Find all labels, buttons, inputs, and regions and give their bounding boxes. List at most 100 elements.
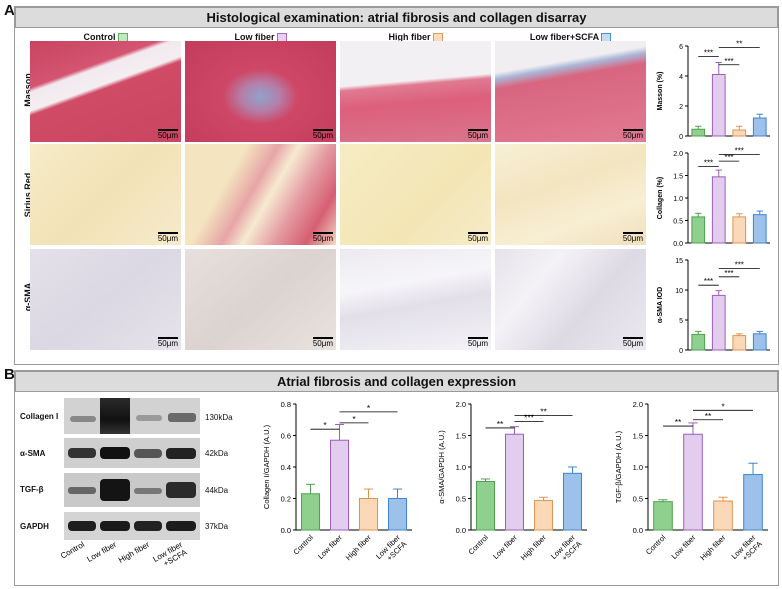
bar-1: [330, 439, 349, 531]
bar-0: [301, 493, 320, 531]
x-tick-label: Low fiber+SCFA: [374, 533, 409, 568]
y-tick-label: 0.5: [633, 495, 643, 504]
bar-2: [732, 216, 747, 244]
x-tick-label: High fiber: [698, 533, 727, 562]
sirius-high-fiber-image: 50μm: [340, 144, 491, 245]
bar-3: [752, 214, 767, 244]
bar-3: [743, 474, 763, 531]
sig-label: **: [705, 411, 712, 421]
kda-tgfb: 44kDa: [205, 486, 229, 495]
masson-control-image: 50μm: [30, 41, 181, 142]
sig-label: **: [675, 417, 682, 427]
y-tick-label: 0.6: [281, 432, 291, 441]
sig-label: *: [323, 420, 327, 430]
x-tick-label: Control: [644, 533, 668, 557]
y-tick-label: 2.0: [456, 400, 466, 409]
sig-label: *: [367, 403, 371, 413]
y-tick-label: 0.0: [633, 526, 643, 535]
panel-a-title: Histological examination: atrial fibrosi…: [15, 7, 778, 28]
y-axis-label: α-SMA/GAPDH (A.U.): [437, 430, 446, 504]
sig-label: ***: [524, 413, 535, 423]
y-tick-label: 1.0: [673, 196, 683, 203]
sig-label: ***: [704, 49, 713, 58]
x-tick-label: Low fiber: [670, 533, 698, 561]
y-tick-label: 0.5: [673, 219, 683, 226]
bar-3: [388, 498, 407, 531]
sig-label: ***: [704, 277, 713, 286]
y-tick-label: 0: [679, 134, 683, 141]
bar-0: [653, 501, 673, 531]
bar-0: [691, 333, 706, 351]
blot-lane-labels: Control Low fiber High fiber Low fiber+S…: [59, 540, 189, 568]
y-axis-label: TGF-β/GAPDH (A.U.): [614, 430, 623, 503]
blot-tgfb: [64, 473, 200, 507]
y-tick-label: 0.0: [456, 526, 466, 535]
lane-label-low-fiber-scfa: Low fiber+SCFA: [151, 540, 189, 568]
x-tick-label: High fiber: [344, 533, 373, 562]
blot-label-asma: α-SMA: [20, 449, 46, 458]
x-tick-label: Control: [291, 533, 315, 557]
blot-label-tgfb: TGF-β: [20, 485, 44, 494]
bar-1: [683, 433, 703, 531]
kda-gapdh: 37kDa: [205, 522, 229, 531]
y-tick-label: 2.0: [633, 400, 643, 409]
sig-label: ***: [724, 57, 733, 66]
y-axis-label: Collagen (%): [657, 177, 664, 219]
scale-bar: 50μm: [467, 232, 489, 243]
sig-label: ***: [735, 260, 744, 269]
x-tick-label: Low fiber+SCFA: [549, 533, 584, 568]
scale-bar: 50μm: [157, 337, 179, 348]
y-axis-label: Masson (%): [657, 72, 664, 111]
scale-bar: 50μm: [622, 232, 644, 243]
asma-gapdh-bar-chart: 0.0 0.5 1.0 1.5 2.0 α-SMA/GAPDH (A.U.) Control…: [437, 400, 587, 568]
panel-b-title: Atrial fibrosis and collagen expression: [15, 371, 778, 392]
y-tick-label: 2: [679, 104, 683, 111]
sig-label: ***: [735, 146, 744, 155]
scale-bar: 50μm: [312, 232, 334, 243]
y-tick-label: 0.0: [281, 526, 291, 535]
sig-label: *: [352, 414, 356, 424]
x-tick-label: Low fiber: [316, 533, 344, 561]
tgfb-gapdh-bar-chart: 0.0 0.5 1.0 1.5 2.0 TGF-β/GAPDH (A.U.) Control…: [614, 400, 768, 568]
y-axis-label: Collagen I/GAPDH (A.U.): [262, 424, 271, 509]
sig-label: **: [497, 419, 504, 429]
y-tick-label: 15: [675, 258, 683, 265]
panel-a-frame: [14, 6, 779, 365]
asma-high-fiber-image: 50μm: [340, 249, 491, 350]
collagen-gapdh-bar-chart: 0.0 0.2 0.4 0.6 0.8 Collagen I/GAPDH (A.U.) Co…: [262, 400, 412, 568]
blot-asma: [64, 438, 200, 468]
bar-1: [711, 74, 726, 137]
bar-1: [711, 294, 726, 351]
kda-asma: 42kDa: [205, 449, 229, 458]
masson-low-fiber-image: 50μm: [185, 41, 336, 142]
blot-label-gapdh: GAPDH: [20, 522, 49, 531]
kda-collagen: 130kDa: [205, 413, 233, 422]
y-tick-label: 4: [679, 74, 683, 81]
bar-3: [752, 333, 767, 351]
y-tick-label: 0: [679, 348, 683, 355]
sig-label: *: [721, 401, 725, 411]
scale-bar: 50μm: [467, 337, 489, 348]
lane-label-high-fiber: High fiber: [117, 540, 151, 565]
bar-2: [713, 500, 733, 531]
bar-1: [711, 176, 726, 244]
blot-collagen: [64, 398, 200, 434]
y-tick-label: 0.4: [281, 463, 291, 472]
y-tick-label: 10: [675, 288, 683, 295]
bar-1: [505, 433, 524, 531]
bar-2: [534, 499, 553, 531]
blot-gapdh: [64, 512, 200, 540]
bar-3: [563, 472, 582, 531]
asma-low-fiber-scfa-image: 50μm: [495, 249, 646, 350]
y-tick-label: 1.5: [456, 432, 466, 441]
x-tick-label: Low fiber+SCFA: [730, 533, 765, 568]
x-tick-label: High fiber: [519, 533, 548, 562]
sirius-control-image: 50μm: [30, 144, 181, 245]
lane-label-control: Control: [59, 540, 86, 561]
bar-2: [732, 335, 747, 351]
sirius-low-fiber-scfa-image: 50μm: [495, 144, 646, 245]
y-tick-label: 1.0: [456, 463, 466, 472]
